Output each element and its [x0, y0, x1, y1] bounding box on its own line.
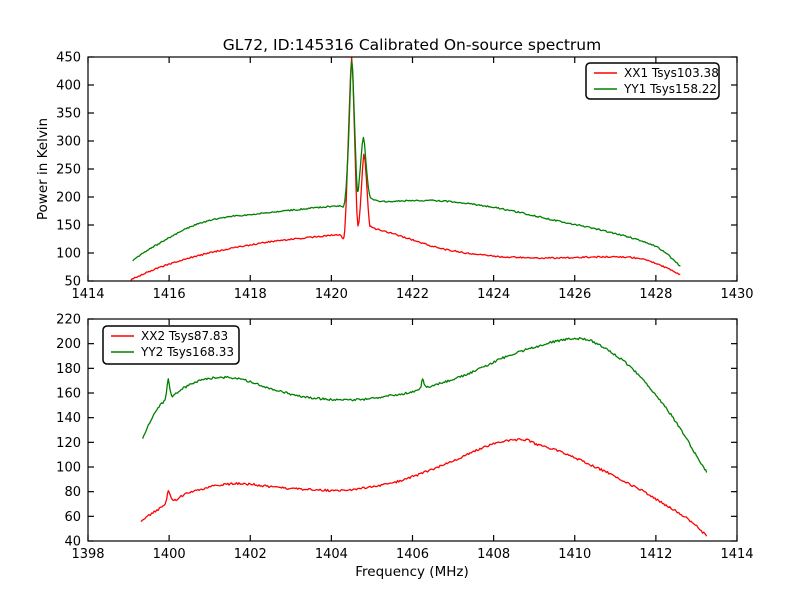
series-line-xx1	[130, 57, 681, 281]
x-tick-label: 1430	[720, 287, 753, 302]
legend-box	[102, 325, 240, 365]
legend-entry-label: XX2 Tsys87.83	[141, 329, 228, 343]
y-tick-label: 200	[56, 191, 81, 206]
y-tick-label: 120	[56, 436, 81, 451]
x-tick-label: 1414	[71, 287, 104, 302]
x-tick-label: 1426	[558, 287, 591, 302]
x-tick-label: 1428	[639, 287, 672, 302]
x-tick-label: 1424	[477, 287, 510, 302]
y-tick-label: 400	[56, 79, 81, 94]
y-tick-label: 100	[56, 247, 81, 262]
x-tick-label: 1410	[558, 547, 591, 562]
top-subplot: 1414 1416 1418 1420 1422 1424 1426 1428 1430 50 10…	[56, 51, 753, 303]
legend-entry-label: YY2 Tsys168.33	[140, 345, 234, 359]
x-tick-label: 1406	[396, 547, 429, 562]
x-axis-label: Frequency (MHz)	[355, 564, 468, 580]
x-tick-label: 1400	[153, 547, 186, 562]
x-tick-label: 1402	[234, 547, 267, 562]
y-tick-label: 220	[56, 313, 81, 328]
x-tick-label: 1408	[477, 547, 510, 562]
y-tick-label: 300	[56, 135, 81, 150]
legend-box	[585, 62, 720, 100]
y-tick-label: 150	[56, 219, 81, 234]
y-tick-label: 180	[56, 362, 81, 377]
y-tick-label: 160	[56, 387, 81, 402]
x-tick-label: 1412	[639, 547, 672, 562]
y-tick-label: 200	[56, 337, 81, 352]
y-tick-label: 60	[64, 510, 81, 525]
y-tick-label: 80	[64, 485, 81, 500]
plot-title: GL72, ID:145316 Calibrated On-source spe…	[223, 36, 601, 54]
x-tick-label: 1416	[153, 287, 186, 302]
y-tick-label: 140	[56, 411, 81, 426]
x-tick-label: 1420	[315, 287, 348, 302]
series-line-yy1	[132, 60, 681, 267]
series-line-yy2	[142, 336, 708, 473]
y-tick-label: 50	[64, 275, 81, 290]
x-tick-label: 1398	[71, 547, 104, 562]
x-tick-label: 1418	[234, 287, 267, 302]
y-tick-label: 100	[56, 461, 81, 476]
x-tick-label: 1414	[720, 547, 753, 562]
x-tick-label: 1404	[315, 547, 348, 562]
y-tick-label: 350	[56, 107, 81, 122]
y-tick-label: 450	[56, 51, 81, 66]
x-tick-label: 1422	[396, 287, 429, 302]
bottom-subplot: 1398 1400 1402 1404 1406 1408 1410 1412 1414 40 60…	[56, 313, 753, 563]
y-axis-label: Power in Kelvin	[35, 118, 51, 220]
y-tick-label: 250	[56, 163, 81, 178]
y-tick-label: 40	[64, 535, 81, 550]
series-line-xx2	[140, 437, 708, 537]
legend-entry-label: XX1 Tsys103.38	[624, 66, 719, 80]
legend-entry-label: YY1 Tsys158.22	[623, 82, 717, 96]
